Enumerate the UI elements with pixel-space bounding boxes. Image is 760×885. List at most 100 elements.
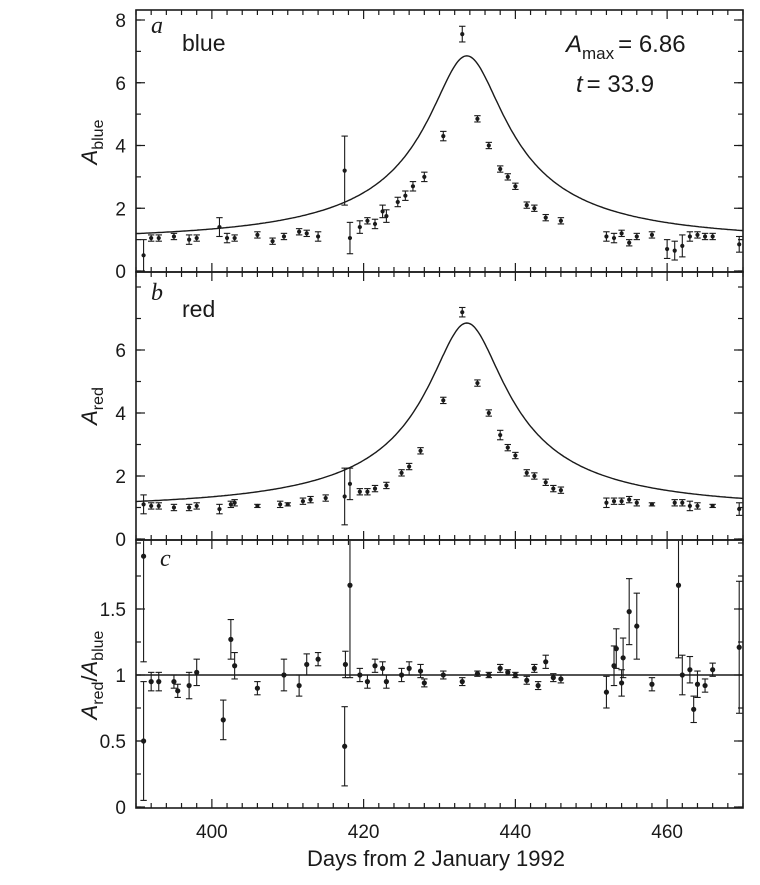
data-point [626,609,632,615]
data-point [365,489,370,494]
data-point [384,213,389,219]
data-point [194,235,199,241]
data-point [357,672,363,678]
data-point [513,184,518,189]
data-point [611,499,617,504]
amax-value: = 6.86 [618,31,685,58]
data-point [406,665,412,672]
data-point [558,218,564,223]
data-point [524,470,529,475]
data-point [141,502,146,507]
data-point [535,682,541,689]
data-point [342,168,347,173]
data-point [140,553,147,559]
data-point [281,672,287,678]
data-point [604,234,609,239]
data-point [410,184,416,189]
data-point [417,668,424,674]
data-point [270,239,275,244]
data-point [297,229,302,234]
x-axis-label: Days from 2 January 1992 [307,846,565,871]
model-curve-a [135,55,744,235]
data-point [383,679,389,685]
panel-b: 0 2 4 6 [115,271,744,551]
data-point [399,470,404,475]
t-value: = 33.9 [587,71,654,98]
data-point [141,253,146,258]
data-point [558,488,564,493]
data-point [232,235,237,241]
amax-annotation: Amax = 6.86 [564,31,686,63]
data-point [372,663,378,669]
y-tick-label: 8 [115,11,126,32]
data-point [421,680,427,686]
data-point [498,166,503,172]
data-point [228,636,234,642]
data-point [300,499,306,504]
data-point [737,242,742,247]
data-point [620,655,626,661]
data-point [194,503,199,509]
data-point [524,677,530,683]
data-point [342,661,349,668]
data-point [418,448,423,453]
data-point [505,445,510,450]
data-point [171,679,177,685]
data-point [278,502,283,507]
data-point [702,234,708,239]
panel-a-letter: a [151,13,163,39]
y-tick-label: 4 [115,137,126,158]
data-point [551,486,556,491]
data-point [603,689,610,695]
data-point [550,675,556,681]
data-point [460,32,465,37]
data-point [691,706,697,712]
data-point [296,682,302,689]
panel-c: 0 0.5 1 1.5 400 420 440 460 [100,539,744,843]
data-point [675,582,682,588]
data-point [372,221,378,227]
data-point [672,500,677,505]
data-point [422,174,427,179]
data-point [543,480,548,485]
data-point [611,235,617,241]
y-axis-label-a: Ablue [77,119,107,166]
data-point [372,486,378,491]
data-point [613,646,619,652]
y-tick-label: 6 [115,74,126,95]
panel-b-name: red [182,296,215,322]
data-point [232,500,237,505]
data-point [672,248,677,253]
data-point [357,224,362,230]
data-point [498,432,503,438]
data-point [460,310,465,315]
y-tick-label: 1.5 [100,600,126,621]
data-point [187,505,192,510]
t-annotation: t = 33.9 [576,71,654,98]
data-point [737,506,742,512]
data-point [558,676,564,682]
data-point [347,235,353,241]
panel-b-letter: b [151,280,163,306]
data-point [171,234,177,239]
data-point [281,234,287,239]
data-point [531,665,537,672]
data-point [379,665,386,672]
data-point [364,679,371,685]
y-tick-label: 1 [115,666,126,687]
data-point [255,232,260,238]
data-point [304,231,309,236]
panel-a-name: blue [182,30,225,56]
data-point [702,682,708,689]
data-point [634,623,640,629]
data-point [619,231,624,236]
data-point [347,582,353,588]
plot-frame-b [135,271,744,541]
y-tick-label: 2 [115,199,126,220]
data-point [187,237,192,242]
data-point [175,688,181,694]
data-point [486,410,491,416]
data-point [232,663,238,669]
y-tick-label: 0 [115,262,126,283]
